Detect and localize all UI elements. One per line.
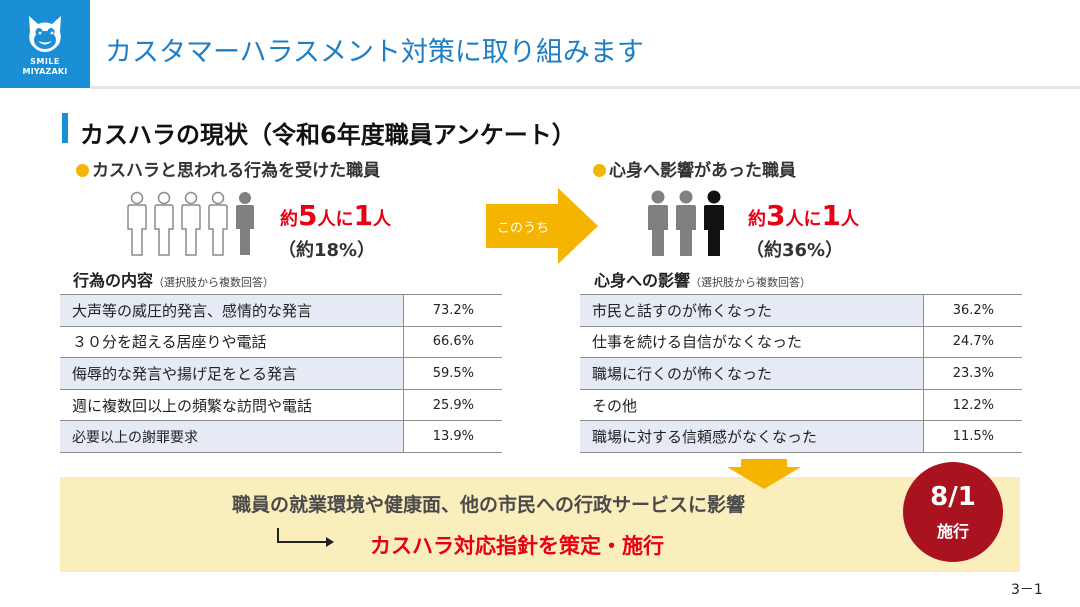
right-table: 市民と話すのが怖くなった 36.2% 仕事を続ける自信がなくなった 24.7% 職場… [580, 294, 1022, 453]
table-row: 仕事を続ける自信がなくなった 24.7% [580, 326, 1022, 359]
row-value: 11.5% [922, 420, 1022, 453]
left-heading-text: カスハラと思われる行為を受けた職員 [92, 161, 381, 181]
row-label: その他 [580, 389, 923, 422]
ratio-one: 1 [821, 199, 841, 232]
logo-text-line2: MIYAZAKI [22, 67, 68, 76]
bullet-dot-icon [76, 164, 89, 177]
table-row: その他 12.2% [580, 389, 1022, 422]
right-percent: （約36%） [746, 240, 844, 261]
person-gray-icon [676, 190, 696, 256]
row-label: 市民と話すのが怖くなった [580, 294, 923, 327]
mascot-cat-icon [29, 16, 61, 52]
right-ratio: 約3人に1人 [748, 199, 859, 232]
left-table: 大声等の威圧的発言、感情的な発言 73.2% ３０分を超える居座りや電話 66.6%… [60, 294, 502, 453]
row-label: 職場に行くのが怖くなった [580, 357, 923, 390]
left-table-title-text: 行為の内容 [73, 271, 154, 290]
row-value: 36.2% [922, 294, 1022, 327]
row-label: 侮辱的な発言や揚げ足をとる発言 [60, 357, 403, 390]
ratio-mid: 人に [785, 209, 822, 230]
ratio-number: 3 [766, 199, 786, 232]
ratio-one: 1 [353, 199, 373, 232]
row-value: 73.2% [402, 294, 502, 327]
left-heading: カスハラと思われる行為を受けた職員 [76, 156, 380, 181]
row-value: 24.7% [922, 326, 1022, 359]
right-table-title: 心身への影響（選択肢から複数回答） [594, 267, 811, 291]
logo-text-line1: SMILE [30, 57, 60, 66]
right-heading: 心身へ影響があった職員 [593, 156, 796, 181]
person-outline-icon [181, 191, 201, 256]
row-value: 23.3% [922, 357, 1022, 390]
person-filled-icon [236, 192, 254, 255]
row-label: 週に複数回以上の頻繁な訪問や電話 [60, 389, 403, 422]
right-arrow-icon [486, 188, 598, 264]
table-row: 必要以上の謝罪要求 13.9% [60, 420, 502, 453]
elbow-arrow-icon [277, 528, 334, 547]
right-table-title-text: 心身への影響 [594, 271, 691, 290]
people-5-icon [127, 191, 254, 256]
row-label: 仕事を続ける自信がなくなった [580, 326, 923, 359]
table-row: 職場に対する信頼感がなくなった 11.5% [580, 420, 1022, 453]
badge-label: 施行 [936, 522, 969, 541]
table-row: 週に複数回以上の頻繁な訪問や電話 25.9% [60, 389, 502, 422]
smile-miyazaki-logo: SMILE MIYAZAKI [0, 0, 90, 88]
bullet-dot-icon [593, 164, 606, 177]
row-label: ３０分を超える居座りや電話 [60, 326, 403, 359]
page-number: 3－1 [1011, 582, 1043, 598]
left-ratio: 約5人に1人 [280, 199, 391, 232]
row-value: 25.9% [402, 389, 502, 422]
left-table-note: （選択肢から複数回答） [153, 276, 275, 289]
arrow-label: このうち [497, 221, 550, 236]
page-title: カスタマーハラスメント対策に取り組みます [105, 37, 644, 68]
badge-date: 8/1 [930, 482, 976, 512]
table-row: 市民と話すのが怖くなった 36.2% [580, 294, 1022, 327]
ratio-suffix: 人 [372, 209, 391, 230]
row-value: 13.9% [402, 420, 502, 453]
person-outline-icon [154, 191, 174, 256]
table-row: 侮辱的な発言や揚げ足をとる発言 59.5% [60, 357, 502, 390]
table-row: 職場に行くのが怖くなった 23.3% [580, 357, 1022, 390]
person-outline-icon [127, 191, 147, 256]
section-title: カスハラの現状（令和6年度職員アンケート） [80, 121, 576, 149]
row-label: 職場に対する信頼感がなくなった [580, 420, 923, 453]
table-row: 大声等の威圧的発言、感情的な発言 73.2% [60, 294, 502, 327]
table-row: ３０分を超える居座りや電話 66.6% [60, 326, 502, 359]
policy-text: カスハラ対応指針を策定・施行 [370, 534, 664, 558]
ratio-number: 5 [298, 199, 318, 232]
row-value: 66.6% [402, 326, 502, 359]
ratio-prefix: 約 [280, 209, 298, 230]
header-divider [90, 86, 1080, 89]
person-outline-icon [208, 191, 228, 256]
enforcement-badge: 8/1 施行 [903, 462, 1003, 562]
right-heading-text: 心身へ影響があった職員 [609, 161, 796, 181]
row-label: 必要以上の謝罪要求 [60, 420, 403, 453]
right-table-note: （選択肢から複数回答） [690, 276, 812, 289]
row-value: 59.5% [402, 357, 502, 390]
impact-text: 職員の就業環境や健康面、他の市民への行政サービスに影響 [232, 494, 746, 516]
people-3-icon [648, 190, 724, 256]
person-gray-icon [648, 190, 668, 256]
ratio-prefix: 約 [748, 209, 766, 230]
ratio-suffix: 人 [840, 209, 859, 230]
ratio-mid: 人に [317, 209, 354, 230]
left-table-title: 行為の内容（選択肢から複数回答） [73, 267, 274, 291]
down-arrow-icon [727, 459, 801, 489]
conclusion-box [60, 477, 1020, 572]
left-percent: （約18%） [278, 240, 376, 261]
row-value: 12.2% [922, 389, 1022, 422]
person-black-icon [704, 190, 724, 256]
row-label: 大声等の威圧的発言、感情的な発言 [60, 294, 403, 327]
section-accent-bar [62, 113, 68, 143]
